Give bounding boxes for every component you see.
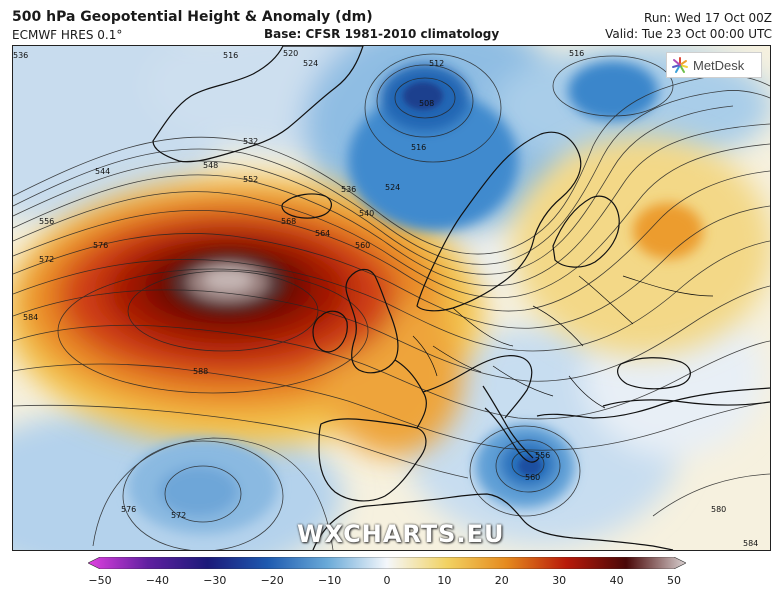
height-contours bbox=[13, 53, 770, 550]
colorbar-tick-label: −50 bbox=[88, 574, 112, 587]
finland-coast bbox=[552, 195, 620, 268]
contour-label: 568 bbox=[281, 217, 296, 226]
contour-label: 580 bbox=[711, 505, 726, 514]
colorbar-labels: −50 −40 −30 −20 −10 0 10 20 30 40 50 bbox=[0, 574, 784, 588]
contour-label: 524 bbox=[385, 183, 400, 192]
contour-label: 512 bbox=[429, 59, 444, 68]
contour-label: 584 bbox=[23, 313, 38, 322]
contour-label: 560 bbox=[525, 473, 540, 482]
colorbar-body bbox=[88, 557, 686, 569]
contour-label: 516 bbox=[223, 51, 238, 60]
borders bbox=[412, 275, 714, 409]
map-panel: 536 516 520 524 512 508 516 524 532 536 … bbox=[12, 45, 771, 551]
contour-label: 536 bbox=[13, 51, 28, 60]
metdesk-logo: MetDesk bbox=[666, 52, 762, 78]
contour-label: 520 bbox=[283, 49, 298, 58]
colorbar-tick-label: 20 bbox=[494, 574, 509, 587]
black-sea-coast bbox=[617, 357, 691, 390]
contour-label: 572 bbox=[171, 511, 186, 520]
contour-label: 548 bbox=[203, 161, 218, 170]
chart-title: 500 hPa Geopotential Height & Anomaly (d… bbox=[12, 9, 373, 25]
africa-coast bbox=[312, 493, 674, 550]
metdesk-logo-icon bbox=[671, 56, 689, 74]
contour-label: 540 bbox=[359, 209, 374, 218]
colorbar-tick-label: 10 bbox=[437, 574, 452, 587]
contour-label: 584 bbox=[743, 539, 758, 548]
valid-label: Valid: Tue 23 Oct 00:00 UTC bbox=[605, 27, 772, 41]
italy-coast bbox=[482, 385, 534, 459]
run-label: Run: Wed 17 Oct 00Z bbox=[644, 11, 772, 25]
contour-label: 516 bbox=[411, 143, 426, 152]
colorbar-tick-label: −20 bbox=[260, 574, 284, 587]
scandinavia-coast bbox=[416, 131, 582, 312]
colorbar-tick-label: 0 bbox=[383, 574, 391, 587]
turkey-coast bbox=[602, 399, 770, 407]
contour-label: 552 bbox=[243, 175, 258, 184]
contour-label: 536 bbox=[341, 185, 356, 194]
contour-label: 524 bbox=[303, 59, 318, 68]
contour-label: 576 bbox=[121, 505, 136, 514]
colorbar-tick-label: −10 bbox=[317, 574, 342, 587]
anomaly-field bbox=[13, 46, 770, 550]
colorbar bbox=[88, 557, 686, 569]
contour-label: 508 bbox=[419, 99, 434, 108]
coastlines bbox=[152, 46, 770, 550]
metdesk-logo-text: MetDesk bbox=[693, 57, 745, 73]
iceland-coast bbox=[281, 193, 332, 219]
ireland-coast bbox=[312, 310, 348, 353]
contour-label: 572 bbox=[39, 255, 54, 264]
wxcharts-watermark: WXCHARTS.EU bbox=[297, 520, 505, 548]
iberia-coast bbox=[318, 418, 427, 502]
contour-label: 544 bbox=[95, 167, 110, 176]
contour-label: 564 bbox=[315, 229, 330, 238]
europe-coast bbox=[394, 355, 770, 463]
contour-label: 588 bbox=[193, 367, 208, 376]
contour-labels: 536 516 520 524 512 508 516 524 532 536 … bbox=[13, 49, 758, 548]
base-label: Base: CFSR 1981-2010 climatology bbox=[264, 27, 500, 41]
contour-label: 560 bbox=[355, 241, 370, 250]
contour-label: 556 bbox=[39, 217, 54, 226]
colorbar-tick-label: −40 bbox=[145, 574, 169, 587]
colorbar-tick-label: 40 bbox=[609, 574, 624, 587]
contour-label: 556 bbox=[535, 451, 550, 460]
britain-coast bbox=[345, 268, 399, 374]
model-label: ECMWF HRES 0.1° bbox=[12, 28, 123, 42]
map-canvas: 536 516 520 524 512 508 516 524 532 536 … bbox=[13, 46, 770, 550]
colorbar-tick-label: 30 bbox=[552, 574, 567, 587]
contour-label: 576 bbox=[93, 241, 108, 250]
contour-label: 532 bbox=[243, 137, 258, 146]
greenland-coast bbox=[152, 46, 364, 163]
contour-label: 516 bbox=[569, 49, 584, 58]
colorbar-tick-label: −30 bbox=[203, 574, 227, 587]
colorbar-tick-label: 50 bbox=[667, 574, 681, 587]
